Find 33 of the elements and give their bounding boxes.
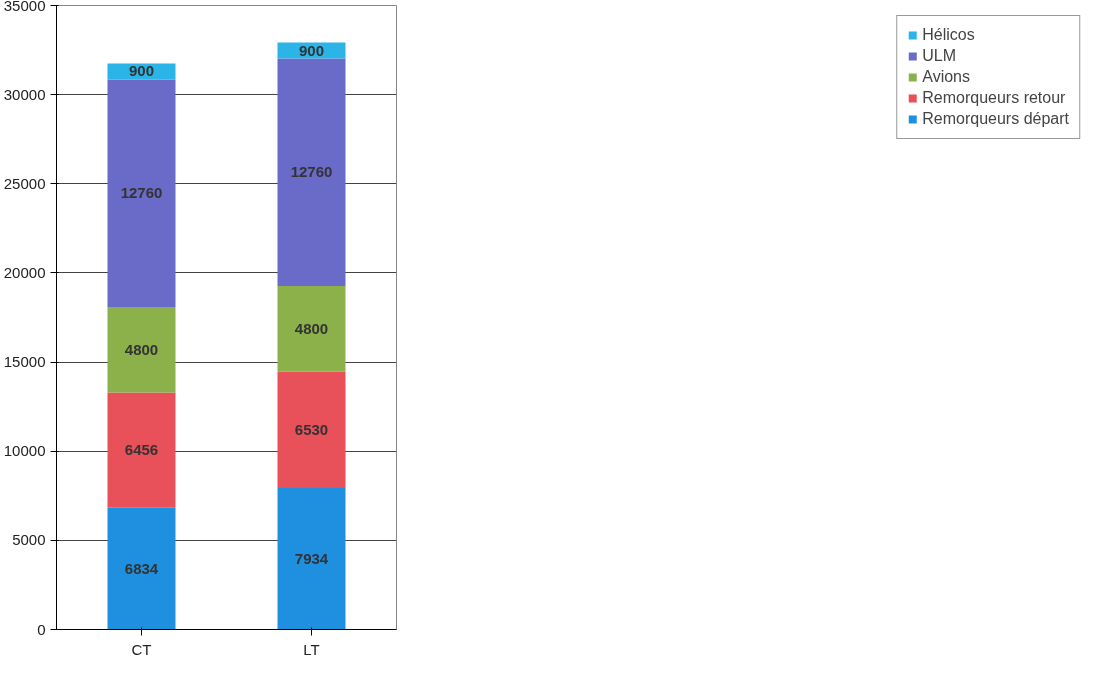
y-tick-label: 25000	[3, 174, 46, 192]
legend-label: Avions	[922, 68, 970, 86]
data-label: 900	[298, 41, 325, 59]
bar	[277, 371, 346, 489]
bar	[277, 488, 346, 630]
bar	[277, 58, 346, 287]
data-label: 6530	[294, 420, 329, 438]
bar	[107, 306, 176, 393]
bar	[107, 79, 176, 307]
bar	[107, 507, 176, 630]
legend-label: Hélicos	[922, 26, 975, 44]
legend-label: ULM	[922, 47, 957, 65]
y-tick-label: 10000	[3, 442, 46, 460]
data-label: 6834	[124, 559, 159, 577]
legend-label: Remorqueurs retour	[922, 89, 1066, 107]
data-label: 900	[128, 62, 155, 80]
y-tick-label: 5000	[12, 531, 46, 549]
data-label: 12760	[290, 163, 333, 181]
data-label: 6456	[124, 441, 159, 459]
legend-label: Remorqueurs départ	[922, 110, 1069, 128]
bar	[107, 392, 176, 508]
bar	[277, 286, 346, 372]
data-label: 7934	[294, 549, 329, 567]
x-tick-label: CT	[131, 640, 152, 658]
y-tick-label: 35000	[3, 0, 46, 14]
data-label: 4800	[294, 319, 329, 337]
y-tick-label: 15000	[3, 353, 46, 371]
data-label: 4800	[124, 340, 159, 358]
y-tick-label: 30000	[3, 85, 46, 103]
x-tick-label: LT	[303, 640, 320, 658]
y-tick-label: 20000	[3, 263, 46, 281]
data-label: 12760	[120, 184, 163, 202]
y-tick-label: 0	[37, 620, 46, 638]
